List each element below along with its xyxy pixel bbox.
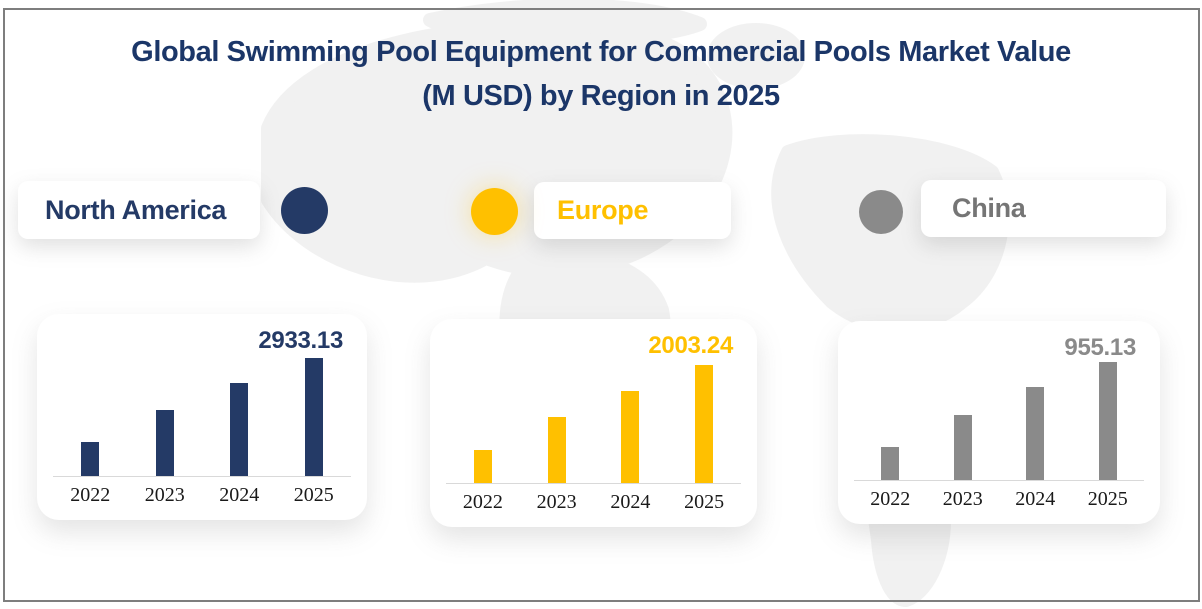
china-plot-area: 2022 2023 2024 2025 (854, 362, 1144, 511)
europe-2025-value: 2003.24 (648, 332, 733, 359)
bar-2023 (953, 415, 972, 480)
north-america-plot-area: 2022 2023 2024 2025 (53, 358, 351, 507)
bars-row (854, 362, 1144, 481)
bar-2023 (155, 410, 174, 476)
legend-item-china: China (921, 180, 1166, 237)
bar-2022 (473, 450, 492, 483)
x-tick-2022: 2022 (462, 491, 503, 513)
x-tick-2022: 2022 (870, 488, 911, 510)
x-tick-2025: 2025 (1087, 488, 1128, 510)
legend-label-europe: Europe (557, 195, 649, 225)
china-marker-circle (859, 190, 903, 234)
bar-2024 (1026, 387, 1045, 480)
bar-2023 (547, 417, 566, 483)
bar-2024 (621, 391, 640, 483)
legend-label-north-america: North America (45, 194, 227, 225)
x-tick-2022: 2022 (70, 484, 111, 506)
x-tick-2023: 2023 (144, 484, 185, 506)
x-axis-labels: 2022 2023 2024 2025 (446, 491, 741, 514)
x-tick-2023: 2023 (536, 491, 577, 513)
legend-label-china: China (952, 193, 1026, 223)
x-axis-labels: 2022 2023 2024 2025 (854, 488, 1144, 511)
north-america-bar-chart-card: 2933.13 2022 2023 2024 2025 (37, 314, 367, 520)
bar-2025 (304, 358, 323, 476)
bars-row (53, 358, 351, 477)
north-america-marker-circle (281, 187, 328, 234)
page-title-line1: Global Swimming Pool Equipment for Comme… (131, 36, 1071, 68)
x-tick-2025: 2025 (684, 491, 725, 513)
x-tick-2024: 2024 (610, 491, 651, 513)
bar-2025 (1098, 362, 1117, 480)
bar-2022 (881, 447, 900, 480)
china-bar-chart-card: 955.13 2022 2023 2024 2025 (838, 321, 1160, 524)
bar-2022 (81, 442, 100, 476)
x-axis-labels: 2022 2023 2024 2025 (53, 484, 351, 507)
europe-bar-chart-card: 2003.24 2022 2023 2024 2025 (430, 319, 757, 527)
page-title-line2: (M USD) by Region in 2025 (422, 80, 780, 112)
x-tick-2025: 2025 (293, 484, 334, 506)
north-america-2025-value: 2933.13 (258, 327, 343, 354)
x-tick-2023: 2023 (942, 488, 983, 510)
china-2025-value: 955.13 (1064, 334, 1136, 361)
x-tick-2024: 2024 (219, 484, 260, 506)
x-tick-2024: 2024 (1015, 488, 1056, 510)
europe-plot-area: 2022 2023 2024 2025 (446, 365, 741, 514)
legend-item-europe: Europe (534, 182, 731, 239)
legend-item-north-america: North America (18, 181, 260, 239)
bar-2025 (695, 365, 714, 483)
europe-marker-circle (471, 188, 518, 235)
page-title: Global Swimming Pool Equipment for Comme… (30, 30, 1172, 118)
bars-row (446, 365, 741, 484)
bar-2024 (230, 383, 249, 476)
